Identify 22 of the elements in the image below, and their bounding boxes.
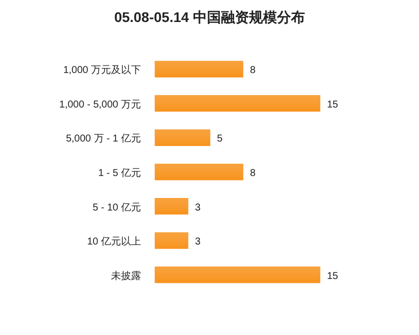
chart-title: 05.08-05.14 中国融资规模分布	[114, 9, 305, 25]
data-label: 8	[250, 65, 256, 76]
y-tick-label: 5 - 10 亿元	[92, 202, 141, 214]
data-label: 15	[327, 99, 339, 110]
y-tick-label: 10 亿元以上	[87, 236, 141, 248]
bar	[154, 232, 188, 249]
y-tick-label: 未披露	[111, 270, 141, 282]
data-label: 5	[217, 134, 223, 145]
y-tick-label: 5,000 万 - 1 亿元	[66, 134, 141, 145]
data-label: 3	[195, 236, 201, 248]
bar	[154, 129, 210, 146]
y-tick-label: 1,000 万元及以下	[63, 64, 141, 76]
bar	[154, 164, 244, 180]
data-label: 3	[195, 202, 201, 214]
y-tick-label: 1 - 5 亿元	[98, 168, 141, 179]
bar	[154, 60, 244, 78]
y-tick-label: 1,000 - 5,000 万元	[59, 99, 141, 110]
data-label: 8	[250, 168, 256, 179]
bar	[154, 198, 188, 215]
data-label: 15	[327, 270, 339, 282]
bar	[154, 266, 320, 284]
bar	[154, 95, 320, 112]
